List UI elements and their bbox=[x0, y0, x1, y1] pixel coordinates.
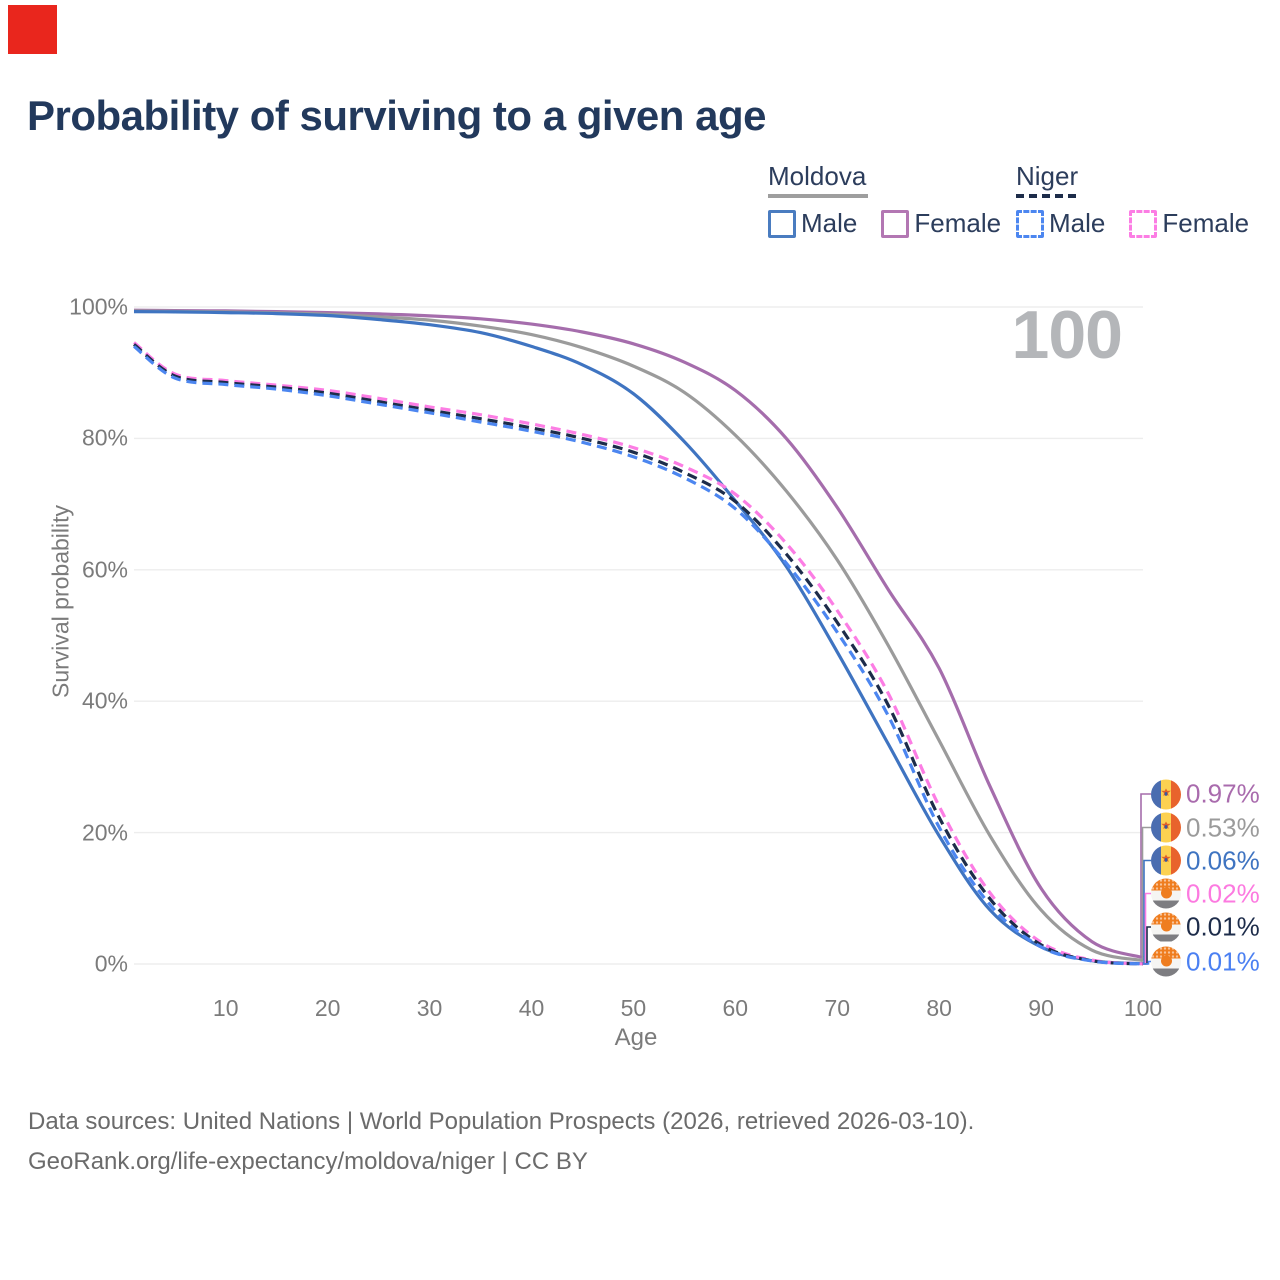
end-value-label: 0.01% bbox=[1186, 946, 1260, 976]
y-tick-40: 40% bbox=[81, 687, 128, 714]
series-end-row: 0.97% bbox=[1151, 779, 1260, 810]
moldova-flag-icon bbox=[1151, 779, 1181, 809]
page-title: Probability of surviving to a given age bbox=[27, 92, 766, 139]
curve-niger-female[interactable] bbox=[132, 341, 1144, 966]
end-value-label: 0.02% bbox=[1186, 878, 1260, 908]
curve-moldova-male[interactable] bbox=[133, 309, 1144, 966]
niger-flag-icon bbox=[1151, 878, 1181, 909]
flag-sun-disc bbox=[1160, 920, 1172, 932]
legend-group-moldova: Moldova Male Female bbox=[768, 163, 1001, 239]
niger-flag-icon bbox=[1151, 946, 1181, 977]
y-tick-20: 20% bbox=[81, 819, 128, 846]
niger-flag-icon bbox=[1151, 912, 1181, 942]
flag-band-green bbox=[1151, 934, 1181, 942]
legend-item-moldova-male[interactable]: Male bbox=[768, 208, 857, 239]
x-axis-title: Age bbox=[614, 1024, 658, 1051]
curve-niger-both-sexes[interactable] bbox=[132, 343, 1144, 966]
series-end-row: 0.06% bbox=[1151, 845, 1260, 876]
end-value-label: 0.06% bbox=[1186, 845, 1260, 875]
y-tick-60: 60% bbox=[81, 556, 128, 583]
legend-swatch-male bbox=[768, 209, 796, 238]
legend-solid-line-sample bbox=[768, 194, 868, 198]
flag-sun-disc bbox=[1160, 955, 1172, 966]
end-value-label: 0.97% bbox=[1186, 778, 1260, 809]
legend-label: Female bbox=[914, 208, 1002, 238]
flag-band-orange bbox=[1151, 878, 1181, 891]
legend-label: Male bbox=[1049, 208, 1106, 238]
legend-item-niger-female[interactable]: Female bbox=[1129, 208, 1249, 239]
y-axis-title: Survival probability bbox=[47, 504, 74, 699]
legend-dashed-line-sample bbox=[1016, 194, 1079, 198]
end-connector-2 bbox=[1141, 826, 1151, 962]
curve-moldova-both-sexes[interactable] bbox=[133, 309, 1144, 963]
legend-swatch-female bbox=[1129, 209, 1158, 238]
legend-label: Male bbox=[801, 208, 858, 238]
eagle-emblem bbox=[1161, 788, 1171, 796]
recording-indicator bbox=[8, 5, 57, 54]
end-value-label: 0.01% bbox=[1186, 911, 1260, 942]
eagle-emblem bbox=[1161, 821, 1171, 829]
legend-item-moldova-female[interactable]: Female bbox=[881, 208, 1001, 239]
series-end-row: 0.01% bbox=[1151, 946, 1260, 977]
flag-band-green bbox=[1151, 900, 1181, 909]
legend-country-moldova[interactable]: Moldova bbox=[768, 161, 867, 191]
watermark-age: 100 bbox=[1011, 297, 1123, 373]
legend-item-niger-male[interactable]: Male bbox=[1016, 208, 1105, 239]
curve-moldova-female[interactable] bbox=[133, 308, 1144, 960]
x-tick-40: 40 bbox=[518, 995, 545, 1021]
y-tick-100: 100% bbox=[69, 293, 128, 320]
x-tick-80: 80 bbox=[926, 995, 952, 1021]
series-end-row: 0.02% bbox=[1151, 878, 1260, 909]
flag-band-orange bbox=[1151, 946, 1181, 959]
flag-band-green bbox=[1151, 968, 1181, 977]
moldova-flag-icon bbox=[1151, 812, 1181, 843]
legend-items-row: Male Female bbox=[768, 208, 1001, 239]
legend-swatch-male bbox=[1016, 209, 1044, 238]
series-end-row: 0.53% bbox=[1151, 812, 1260, 843]
flag-band-red bbox=[1170, 779, 1181, 809]
flag-band-red bbox=[1170, 812, 1181, 843]
flag-band-blue bbox=[1151, 845, 1162, 876]
legend-swatch-female bbox=[881, 209, 910, 238]
legend-label: Female bbox=[1162, 208, 1250, 238]
x-tick-20: 20 bbox=[314, 995, 341, 1021]
flag-band-blue bbox=[1151, 779, 1162, 809]
flag-band-orange bbox=[1151, 912, 1181, 924]
flag-band-red bbox=[1170, 845, 1181, 876]
legend-items-row: Male Female bbox=[1016, 208, 1249, 239]
flag-sun-disc bbox=[1160, 887, 1172, 898]
end-value-label: 0.53% bbox=[1186, 812, 1260, 842]
flag-band-blue bbox=[1151, 812, 1162, 843]
x-tick-70: 70 bbox=[824, 995, 851, 1021]
y-tick-80: 80% bbox=[81, 424, 128, 451]
end-connector-6 bbox=[1143, 960, 1151, 965]
x-tick-100: 100 bbox=[1123, 995, 1163, 1021]
moldova-flag-icon bbox=[1151, 845, 1181, 876]
curve-niger-male[interactable] bbox=[132, 345, 1144, 966]
legend-group-niger: Niger Male Female bbox=[1016, 163, 1249, 239]
x-tick-60: 60 bbox=[722, 995, 749, 1021]
y-tick-0: 0% bbox=[94, 950, 128, 977]
x-tick-10: 10 bbox=[212, 995, 239, 1021]
attribution-line: GeoRank.org/life-expectancy/moldova/nige… bbox=[28, 1148, 588, 1175]
x-tick-50: 50 bbox=[620, 995, 647, 1021]
series-end-row: 0.01% bbox=[1151, 912, 1260, 943]
data-source-line: Data sources: United Nations | World Pop… bbox=[28, 1108, 975, 1135]
x-tick-90: 90 bbox=[1028, 995, 1054, 1021]
eagle-emblem bbox=[1161, 854, 1171, 862]
legend-country-niger[interactable]: Niger bbox=[1016, 161, 1079, 191]
x-tick-30: 30 bbox=[416, 995, 443, 1021]
